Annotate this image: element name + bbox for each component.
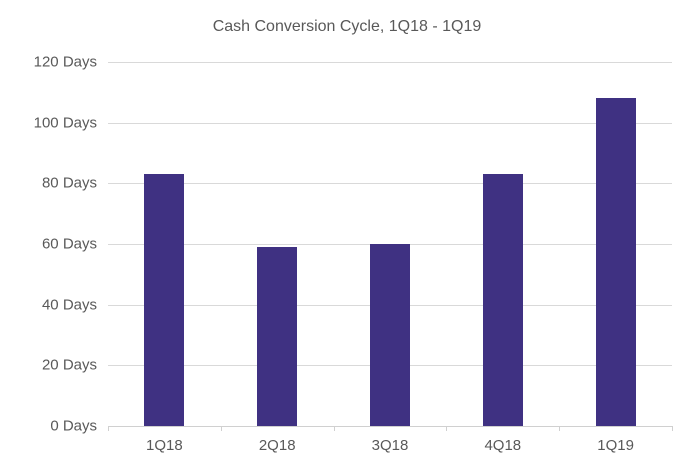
chart-title: Cash Conversion Cycle, 1Q18 - 1Q19: [212, 18, 482, 35]
y-axis-label: 60 Days: [41, 235, 97, 253]
gridline: [108, 62, 672, 63]
bar-1Q19: [595, 98, 636, 426]
x-axis-label: 3Q18: [371, 437, 409, 454]
y-axis-label: 40 Days: [41, 296, 97, 314]
x-axis-tick: [220, 426, 222, 431]
y-axis-label: 120 Days: [33, 53, 97, 71]
y-axis-label: 20 Days: [41, 356, 97, 374]
x-axis-label: 1Q19: [597, 437, 634, 454]
bar-3Q18: [370, 244, 410, 426]
x-axis-label: 2Q18: [258, 437, 296, 454]
x-axis-tick: [559, 426, 561, 431]
plot-area: [108, 62, 672, 426]
bar-2Q18: [257, 247, 298, 426]
y-axis-label: 80 Days: [41, 174, 97, 192]
x-axis-label: 1Q18: [146, 437, 183, 454]
gridline: [108, 122, 672, 124]
gridline: [108, 183, 672, 185]
x-axis-tick: [108, 426, 109, 431]
x-axis-tick: [333, 426, 335, 431]
bar-4Q18: [482, 174, 523, 426]
x-axis-label: 4Q18: [484, 437, 522, 454]
bar-1Q18: [144, 174, 185, 426]
x-axis-line: [108, 426, 673, 427]
x-axis-tick: [672, 426, 673, 431]
x-axis-tick: [446, 426, 448, 431]
y-axis-label: 100 Days: [33, 114, 97, 132]
y-axis-label: 0 Days: [50, 417, 97, 435]
